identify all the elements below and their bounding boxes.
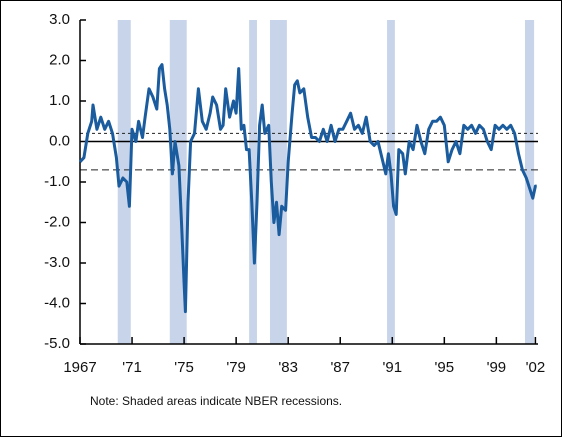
- x-tick-label: '87: [330, 359, 350, 376]
- recession-band: [524, 20, 535, 344]
- x-tick-label: '95: [435, 359, 455, 376]
- y-tick-label: 3.0: [49, 11, 70, 28]
- recession-band: [117, 20, 131, 344]
- y-tick-label: -5.0: [44, 335, 70, 352]
- note: Note: Shaded areas indicate NBER recessi…: [90, 394, 342, 408]
- y-tick-label: -3.0: [44, 254, 70, 271]
- data-line: [78, 63, 537, 314]
- y-tick-label: -2.0: [44, 213, 70, 230]
- y-tick-label: 1.0: [49, 92, 70, 109]
- x-tick-label: '71: [122, 359, 142, 376]
- y-tick-label: 2.0: [49, 51, 70, 68]
- x-tick-label: 1967: [63, 359, 96, 376]
- recession-band: [249, 20, 257, 344]
- x-tick-label: '83: [278, 359, 298, 376]
- x-tick-label: '91: [382, 359, 402, 376]
- x-tick-label: '75: [174, 359, 194, 376]
- x-tick-label: '79: [226, 359, 246, 376]
- y-tick-label: -4.0: [44, 294, 70, 311]
- y-tick-label: -1.0: [44, 173, 70, 190]
- y-tick-label: 0.0: [49, 132, 70, 149]
- x-tick-label: '02: [526, 359, 546, 376]
- x-tick-label: '99: [487, 359, 507, 376]
- recession-band: [269, 20, 287, 344]
